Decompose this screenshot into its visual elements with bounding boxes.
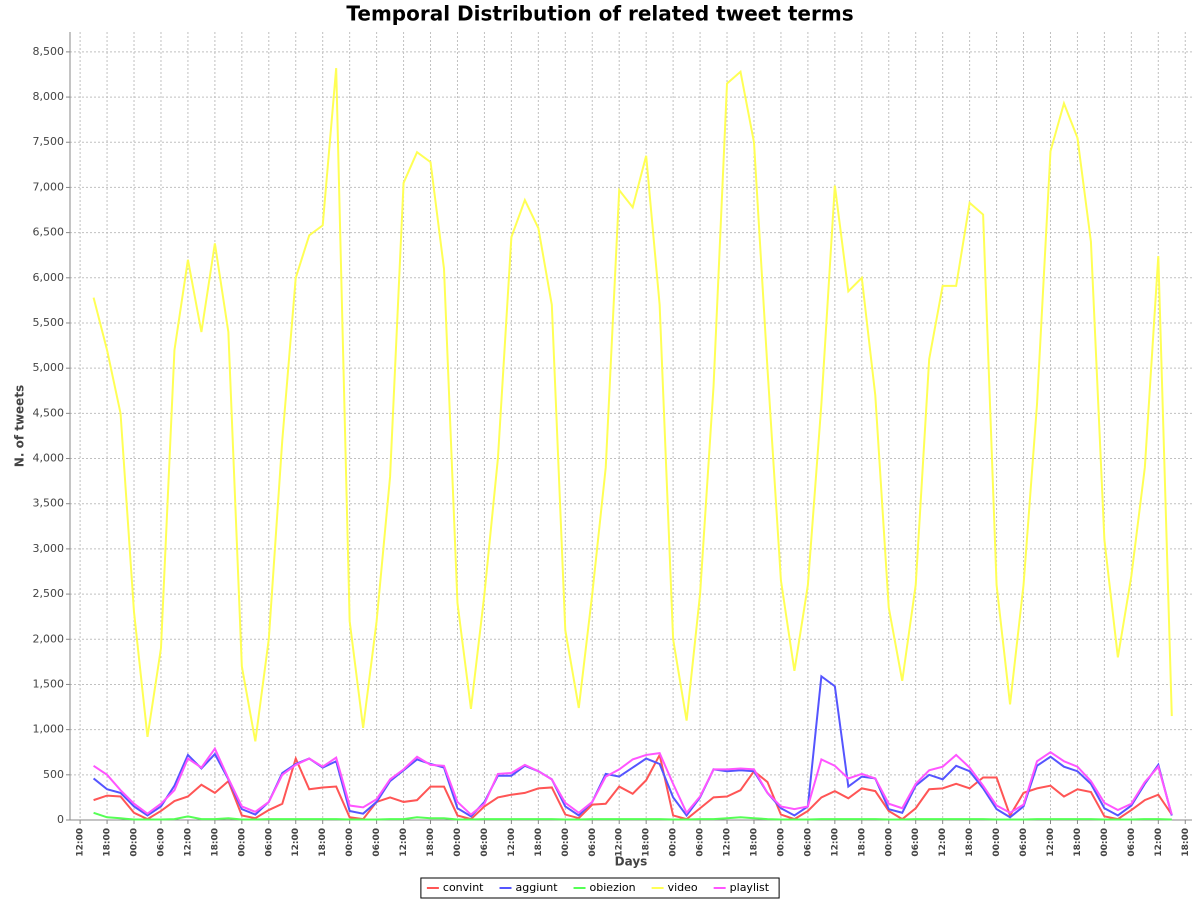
- x-tick-label: 00:00: [884, 828, 894, 857]
- y-axis-label: N. of tweets: [13, 385, 27, 467]
- y-tick-label: 4,000: [33, 452, 65, 465]
- series-line: [93, 746, 1173, 816]
- x-tick-label: 06:00: [1127, 828, 1137, 857]
- x-tick-label: 18:00: [749, 828, 759, 857]
- x-tick-label: 00:00: [561, 828, 571, 857]
- x-tick-label: 12:00: [507, 828, 517, 857]
- y-tick-label: 500: [43, 768, 64, 781]
- legend-label: video: [668, 881, 698, 894]
- x-tick-label: 12:00: [1046, 828, 1056, 857]
- x-tick-label: 12:00: [938, 828, 948, 857]
- x-tick-label: 00:00: [453, 828, 463, 857]
- legend-label: playlist: [730, 881, 770, 894]
- series-line: [93, 752, 1173, 821]
- y-tick-label: 7,000: [33, 180, 65, 193]
- x-tick-label: 00:00: [669, 828, 679, 857]
- x-tick-label: 06:00: [911, 828, 921, 857]
- x-tick-label: 06:00: [372, 828, 382, 857]
- chart-title: Temporal Distribution of related tweet t…: [346, 2, 853, 26]
- x-tick-label: 06:00: [696, 828, 706, 857]
- y-tick-label: 5,500: [33, 316, 65, 329]
- y-tick-label: 2,500: [33, 587, 65, 600]
- x-tick-label: 12:00: [1154, 828, 1164, 857]
- y-tick-label: 1,500: [33, 677, 65, 690]
- x-tick-label: 06:00: [480, 828, 490, 857]
- y-tick-label: 0: [57, 813, 64, 826]
- x-axis-label: Days: [615, 855, 648, 869]
- x-tick-label: 18:00: [642, 828, 652, 857]
- y-tick-label: 2,000: [33, 632, 65, 645]
- y-tick-label: 4,500: [33, 406, 65, 419]
- x-tick-label: 18:00: [534, 828, 544, 857]
- legend-label: convint: [443, 881, 484, 894]
- x-tick-label: 00:00: [345, 828, 355, 857]
- y-tick-label: 6,500: [33, 226, 65, 239]
- x-tick-label: 00:00: [130, 828, 140, 857]
- y-tick-label: 5,000: [33, 361, 65, 374]
- x-tick-label: 12:00: [183, 828, 193, 857]
- x-tick-label: 12:00: [291, 828, 301, 857]
- y-tick-label: 8,500: [33, 45, 65, 58]
- x-tick-label: 12:00: [723, 828, 733, 857]
- x-tick-label: 00:00: [1100, 828, 1110, 857]
- x-tick-label: 18:00: [318, 828, 328, 857]
- y-tick-label: 3,000: [33, 542, 65, 555]
- y-tick-label: 8,000: [33, 90, 65, 103]
- x-tick-label: 18:00: [1073, 828, 1083, 857]
- x-tick-label: 12:00: [830, 828, 840, 857]
- legend: convint aggiunt obiezion video playlist: [420, 877, 780, 899]
- series-line: [93, 811, 1172, 821]
- x-tick-label: 18:00: [857, 828, 867, 857]
- y-tick-label: 1,000: [33, 723, 65, 736]
- legend-label: obiezion: [590, 881, 636, 894]
- plot-area: [70, 32, 1192, 820]
- x-tick-label: 18:00: [965, 828, 975, 857]
- x-tick-label: 12:00: [76, 828, 86, 857]
- x-tick-label: 06:00: [803, 828, 813, 857]
- x-tick-label: 18:00: [210, 828, 220, 857]
- legend-box: [420, 877, 780, 899]
- x-tick-label: 12:00: [615, 828, 625, 857]
- series-line: [92, 68, 1173, 742]
- y-tick-label: 3,500: [33, 497, 65, 510]
- x-tick-label: 18:00: [426, 828, 436, 857]
- x-tick-label: 00:00: [237, 828, 247, 857]
- x-tick-label: 06:00: [588, 828, 598, 857]
- y-tick-label: 7,500: [33, 135, 65, 148]
- x-tick-label: 06:00: [156, 828, 166, 857]
- x-tick-label: 00:00: [776, 828, 786, 857]
- x-tick-label: 18:00: [103, 828, 113, 857]
- y-tick-label: 6,000: [33, 271, 65, 284]
- legend-label: aggiunt: [516, 881, 559, 894]
- x-tick-label: 06:00: [1019, 828, 1029, 857]
- x-tick-label: 18:00: [1181, 828, 1191, 857]
- x-tick-label: 06:00: [264, 828, 274, 857]
- x-tick-label: 12:00: [399, 828, 409, 857]
- x-tick-label: 00:00: [992, 828, 1002, 857]
